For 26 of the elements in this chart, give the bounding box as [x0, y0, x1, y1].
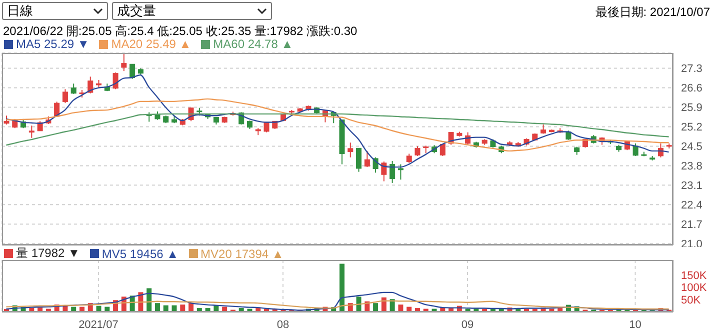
y-tick-label: 23.8 — [681, 160, 702, 173]
y-tick-label: 22.4 — [681, 200, 702, 212]
y-tick-label: 24.5 — [681, 141, 702, 154]
y-tick-label: 50K — [681, 294, 702, 307]
y-tick-label: 26.6 — [681, 82, 702, 95]
x-tick-label: 09 — [461, 318, 474, 331]
legend-label: MV5 19456 ▲ — [100, 246, 179, 262]
y-tick-label: 25.9 — [681, 102, 702, 114]
y-tick-label: 27.3 — [681, 63, 702, 76]
x-tick-label: 08 — [276, 318, 290, 331]
y-tick-label: 23.1 — [681, 180, 702, 192]
y-tick-label: 21.7 — [681, 219, 702, 232]
legend-label: MA60 24.78 ▲ — [212, 37, 294, 51]
x-tick-label: 10 — [629, 318, 642, 331]
legend-label: MV20 17394 ▲ — [200, 246, 284, 262]
legend-label: MA20 25.49 ▲ — [110, 37, 192, 51]
text: 最後日期: 2021/10/07 — [595, 4, 710, 21]
y-tick-label: 100K — [681, 282, 708, 294]
x-tick-label: 2021/07 — [78, 318, 118, 331]
legend-label: MA5 25.29 ▼ — [15, 37, 90, 51]
y-tick-label: 150K — [681, 270, 708, 282]
text: 成交量 — [117, 2, 156, 20]
legend-label: 量 17982 ▼ — [15, 245, 80, 262]
y-tick-label: 25.2 — [681, 122, 702, 134]
text: 2021/06/22 開:25.05 高:25.4 低:25.05 收:25.35 量:17982 漲跌:0.30 — [3, 23, 358, 40]
text: 日線 — [7, 2, 33, 20]
